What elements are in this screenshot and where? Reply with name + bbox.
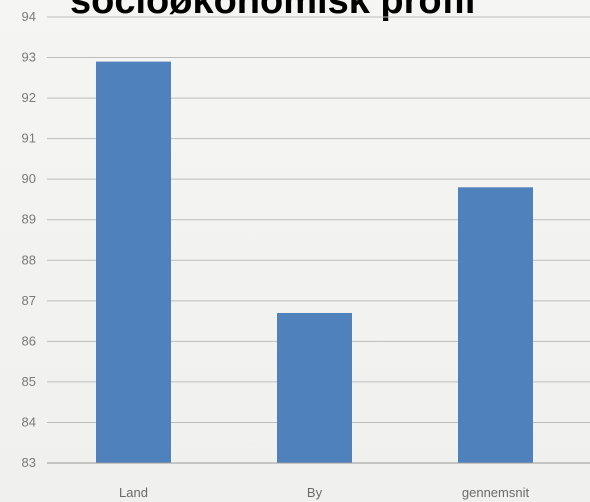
- y-tick-label: 85: [22, 374, 36, 389]
- y-tick-label: 88: [22, 252, 36, 267]
- bar-gennemsnit: [458, 187, 533, 464]
- x-category-label: By: [307, 485, 323, 500]
- x-axis-categories: Land By gennemsnit: [119, 485, 529, 500]
- bar-land: [96, 61, 171, 463]
- y-tick-label: 84: [22, 414, 36, 429]
- y-tick-label: 94: [22, 9, 36, 24]
- y-tick-label: 89: [22, 212, 36, 227]
- y-tick-label: 93: [22, 50, 36, 65]
- y-tick-label: 90: [22, 171, 36, 186]
- y-tick-label: 83: [22, 455, 36, 470]
- bars: [96, 61, 533, 464]
- y-axis-ticks: 83 84 85 86 87 88 89 90 91 92 93 94: [22, 9, 36, 470]
- x-category-label: Land: [119, 485, 148, 500]
- y-tick-label: 87: [22, 293, 36, 308]
- y-tick-label: 86: [22, 333, 36, 348]
- bar-by: [277, 312, 352, 463]
- y-tick-label: 91: [22, 131, 36, 146]
- y-tick-label: 92: [22, 90, 36, 105]
- x-category-label: gennemsnit: [462, 485, 530, 500]
